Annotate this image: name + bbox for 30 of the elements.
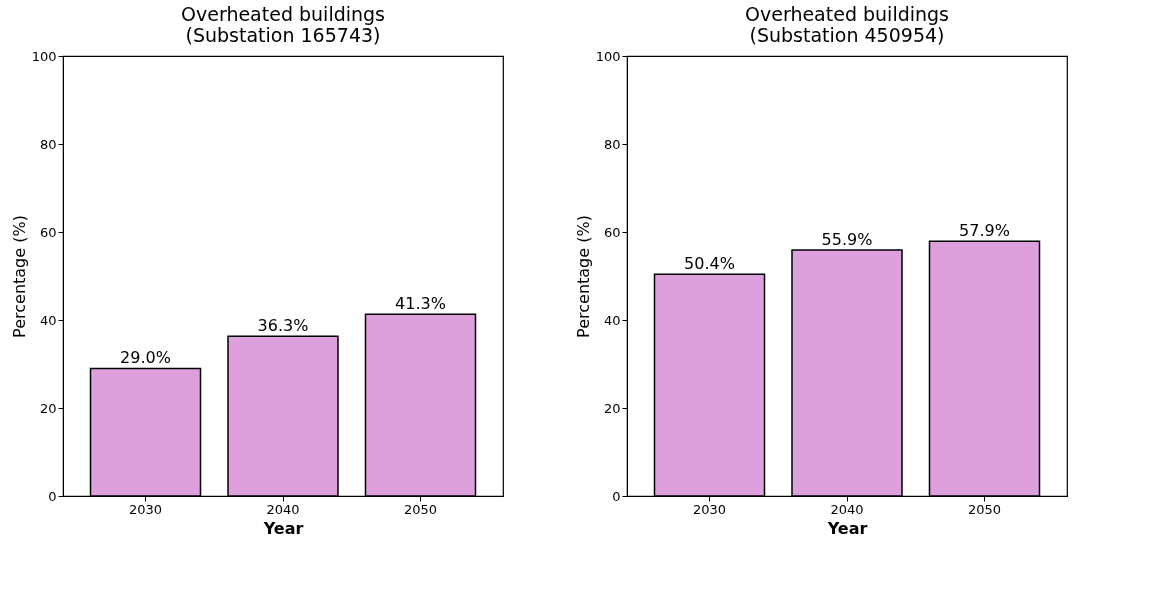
x-axis-title: Year — [262, 518, 304, 538]
y-tick-label: 40 — [39, 312, 57, 328]
x-tick-label: 2040 — [266, 501, 300, 517]
y-tick-label: 80 — [39, 136, 57, 152]
data-label: 29.0% — [120, 348, 171, 368]
y-tick-label: 60 — [39, 224, 57, 240]
x-tick-label: 2040 — [830, 501, 864, 517]
y-tick-label: 20 — [603, 400, 621, 416]
data-label: 41.3% — [395, 294, 446, 314]
y-axis-title: Percentage (%) — [9, 215, 29, 338]
y-tick-label: 100 — [595, 48, 621, 64]
y-tick-label: 0 — [612, 488, 621, 504]
y-tick-label: 20 — [39, 400, 57, 416]
x-axis-title: Year — [826, 518, 868, 538]
x-tick-label: 2030 — [692, 501, 727, 517]
y-tick-label: 100 — [31, 48, 57, 64]
y-tick-label: 60 — [603, 224, 621, 240]
x-tick-label: 2050 — [403, 501, 438, 517]
y-tick-label: 80 — [603, 136, 621, 152]
x-tick-label: 2030 — [128, 501, 163, 517]
y-axis-title: Percentage (%) — [573, 215, 593, 338]
data-label: 50.4% — [684, 254, 735, 274]
data-label: 36.3% — [257, 316, 309, 336]
data-label: 57.9% — [959, 221, 1010, 241]
chart-title: Overheated buildings (Substation 165743) — [181, 3, 385, 46]
x-tick-label: 2050 — [967, 501, 1002, 517]
data-label: 55.9% — [821, 230, 873, 250]
y-tick-label: 0 — [48, 488, 57, 504]
chart-title: Overheated buildings (Substation 450954) — [745, 3, 949, 46]
y-tick-label: 40 — [603, 312, 621, 328]
